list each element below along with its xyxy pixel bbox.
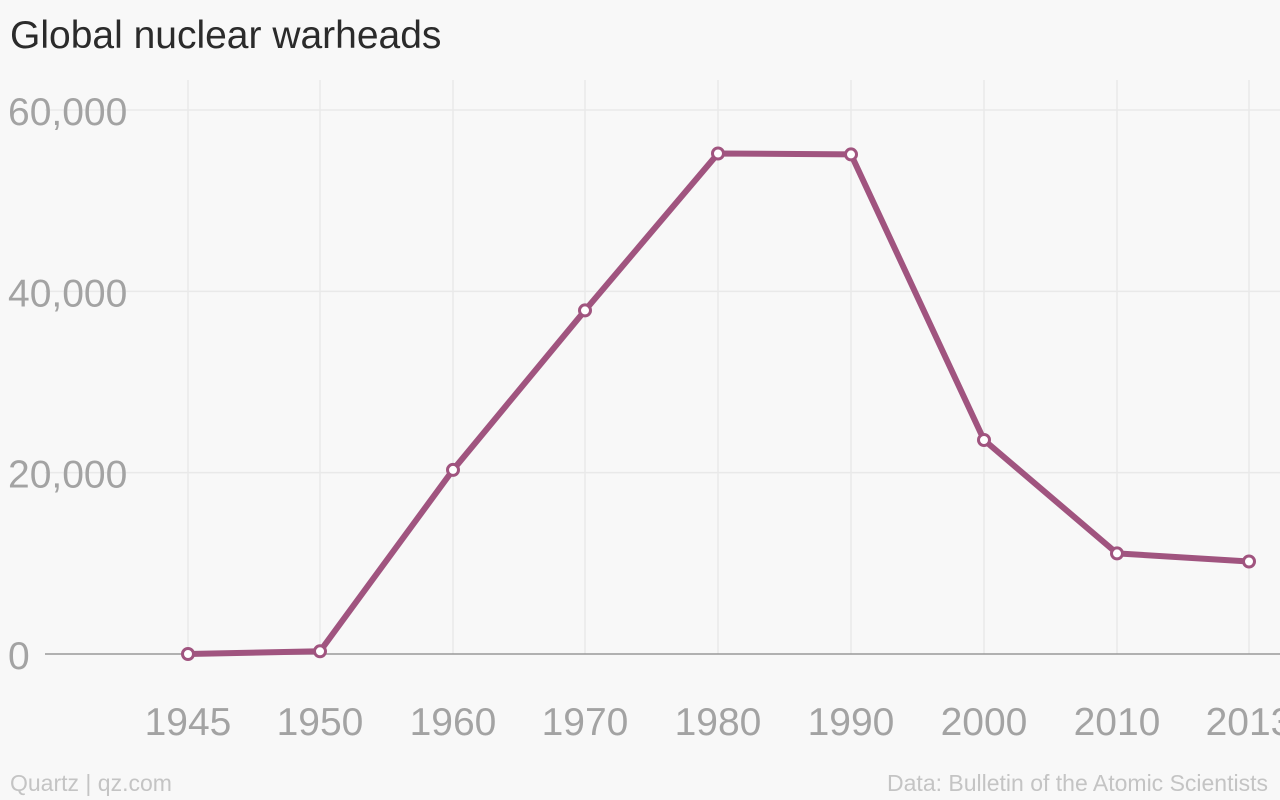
data-point-2000 — [977, 433, 991, 447]
data-point-1980 — [711, 146, 725, 161]
tick-labels: 0 20,000 40,000 60,000 1945 1950 1960 1970 1980 1… — [8, 91, 1280, 744]
y-tick-label: 20,000 — [8, 454, 127, 497]
x-tick-label: 1980 — [675, 701, 762, 744]
x-tick-label: 1970 — [542, 701, 629, 744]
data-point-1960 — [446, 462, 460, 477]
x-tick-label: 2010 — [1074, 701, 1161, 744]
y-tick-label: 40,000 — [8, 272, 127, 315]
data-point-1970 — [578, 303, 592, 318]
x-tick-label: 1945 — [145, 701, 232, 744]
data-point-1950 — [313, 644, 327, 659]
chart-title: Global nuclear warheads — [10, 14, 442, 57]
source-credit: Quartz | qz.com — [10, 770, 172, 796]
data-point-2013 — [1242, 554, 1256, 569]
series — [181, 146, 1256, 661]
x-tick-label: 1990 — [808, 701, 895, 744]
gridlines — [45, 80, 1280, 654]
y-tick-label: 60,000 — [8, 91, 127, 134]
x-tick-label: 2000 — [941, 701, 1028, 744]
data-point-2010 — [1110, 546, 1124, 561]
data-source: Data: Bulletin of the Atomic Scientists — [887, 770, 1268, 796]
y-tick-label: 0 — [8, 635, 30, 678]
x-tick-label: 1960 — [410, 701, 497, 744]
data-point-1990 — [844, 147, 858, 162]
x-tick-label: 1950 — [277, 701, 364, 744]
data-point-1945 — [181, 647, 195, 661]
x-tick-label: 2013 — [1206, 701, 1280, 744]
